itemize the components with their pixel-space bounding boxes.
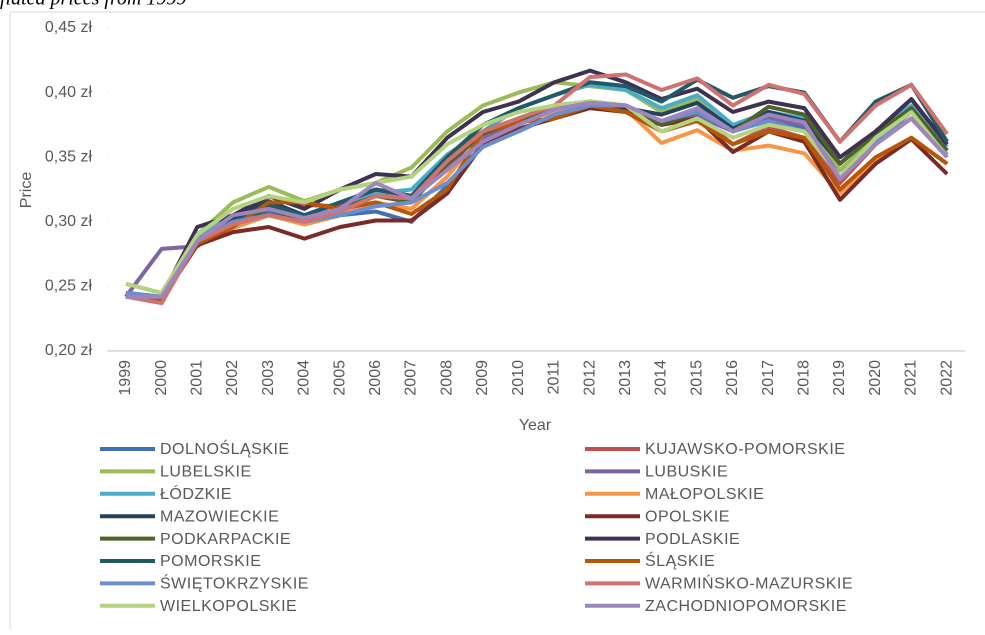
series-line — [125, 68, 949, 299]
x-tick-label: 2008 — [438, 360, 455, 396]
x-tick-label: 2000 — [153, 360, 170, 396]
y-tick-label: 0,40 zł — [45, 84, 93, 101]
y-tick-label: 0,25 zł — [45, 278, 93, 295]
x-tick-label: 2015 — [688, 360, 705, 396]
x-tick-label: 2006 — [367, 360, 384, 396]
series-line — [125, 103, 949, 302]
x-tick-label: 2014 — [653, 360, 670, 396]
x-tick-label: 2019 — [831, 360, 848, 396]
legend-label: MAZOWIECKIE — [160, 508, 279, 525]
series-line — [125, 97, 949, 302]
legend-label: ŁÓDZKIE — [160, 484, 232, 503]
legend-label: ŚWIĘTOKRZYSKIE — [160, 574, 309, 593]
legend-label: DOLNOŚLĄSKIE — [160, 439, 290, 458]
x-tick-label: 2021 — [903, 360, 920, 396]
legend-label: LUBELSKIE — [160, 464, 252, 481]
x-tick-label: 2022 — [938, 360, 955, 396]
x-tick-label: 2013 — [617, 360, 634, 396]
legend-label: POMORSKIE — [160, 553, 261, 570]
y-tick-label: 0,30 zł — [45, 213, 93, 230]
x-tick-label: 2010 — [510, 360, 527, 396]
legend-label: OPOLSKIE — [645, 508, 730, 525]
x-tick-label: 1999 — [117, 360, 134, 396]
x-tick-label: 2003 — [260, 360, 277, 396]
series-line — [125, 99, 949, 295]
legend-label: PODLASKIE — [645, 531, 740, 548]
x-tick-label: 2004 — [296, 360, 313, 396]
x-tick-label: 2002 — [224, 360, 241, 396]
legend-label: ŚLĄSKIE — [645, 551, 715, 570]
y-tick-label: 0,35 zł — [45, 148, 93, 165]
x-tick-label: 2005 — [331, 360, 348, 396]
legend-label: WIELKOPOLSKIE — [160, 598, 297, 615]
x-tick-label: 2001 — [188, 360, 205, 396]
legend-label: LUBUSKIE — [645, 464, 728, 481]
series-line — [125, 99, 949, 299]
chart-subtitle: flated prices from 1999 — [0, 0, 186, 10]
series-line — [125, 99, 949, 299]
x-tick-label: 2012 — [581, 360, 598, 396]
x-axis-label: Year — [519, 417, 552, 434]
legend-label: MAŁOPOLSKIE — [645, 486, 764, 503]
legend-label: PODKARPACKIE — [160, 531, 291, 548]
y-axis-label: Price — [18, 172, 35, 209]
x-tick-label: 2020 — [867, 360, 884, 396]
x-tick-label: 2016 — [724, 360, 741, 396]
series-line — [125, 100, 949, 299]
x-tick-label: 2009 — [474, 360, 491, 396]
x-tick-label: 2018 — [796, 360, 813, 396]
legend-label: ZACHODNIOPOMORSKIE — [645, 598, 847, 615]
series-line — [125, 72, 949, 306]
legend-label: WARMIŃSKO-MAZURSKIE — [645, 574, 853, 593]
x-tick-label: 2011 — [546, 360, 563, 395]
x-tick-label: 2007 — [403, 360, 420, 396]
y-tick-label: 0,45 zł — [45, 19, 93, 36]
x-tick-label: 2017 — [760, 360, 777, 396]
y-tick-label: 0,20 zł — [45, 342, 93, 359]
legend-label: KUJAWSKO-POMORSKIE — [645, 441, 845, 458]
